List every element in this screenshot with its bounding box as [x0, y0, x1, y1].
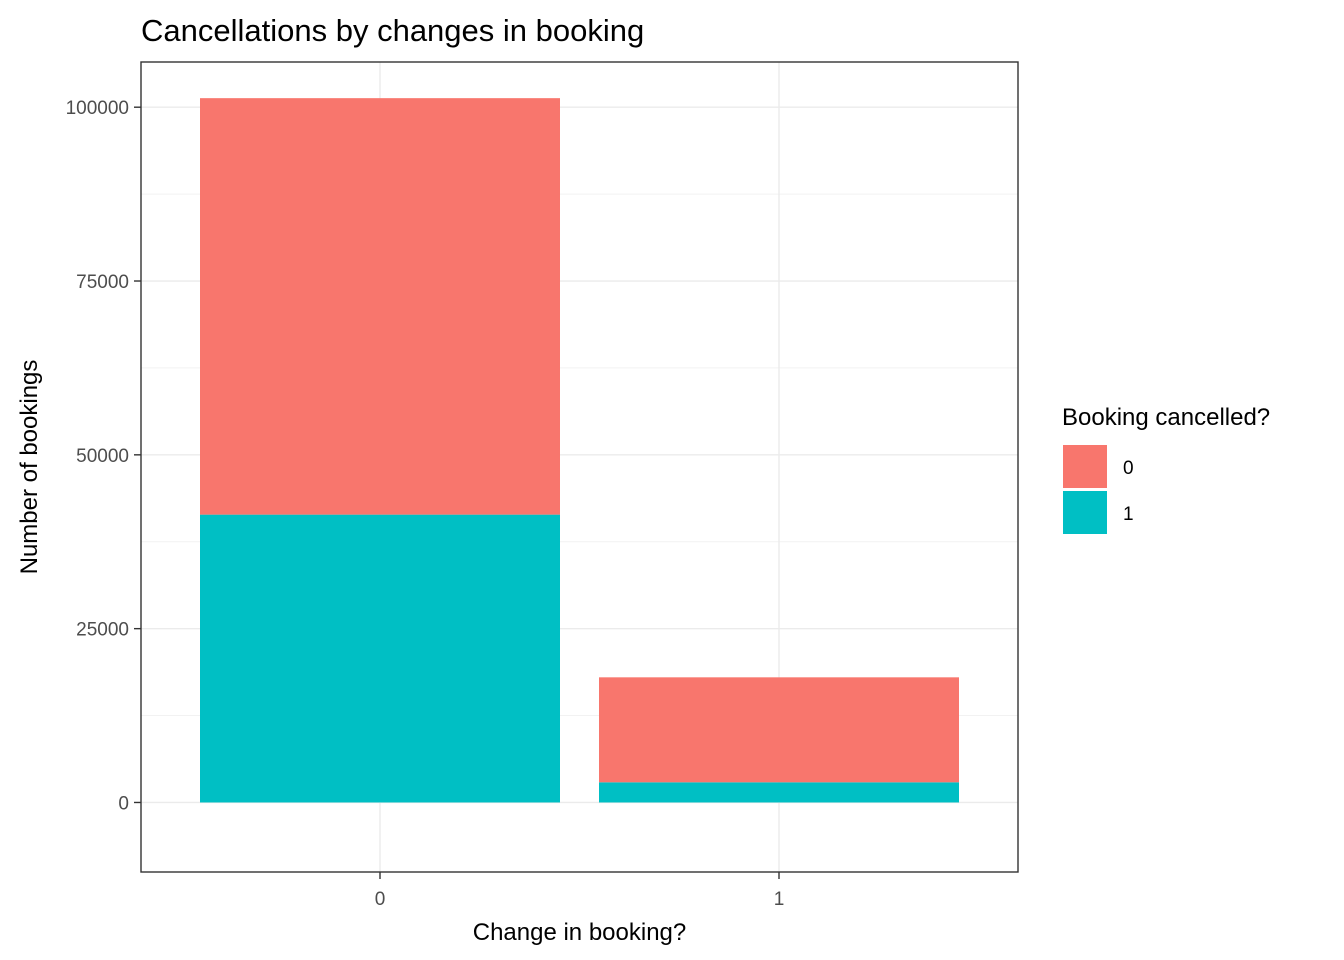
- y-axis: 0 25000 50000 75000 100000: [66, 98, 141, 814]
- legend-label-1: 1: [1123, 504, 1134, 525]
- legend-key-gap: [1063, 488, 1107, 491]
- panel-border: [140, 61, 1019, 873]
- plot-panel: [140, 61, 1019, 873]
- x-axis-title: Change in booking?: [473, 919, 687, 946]
- y-axis-title: Number of bookings: [16, 360, 43, 575]
- y-tick-label: 0: [118, 793, 129, 814]
- y-tick-label: 100000: [66, 98, 129, 119]
- legend-swatch-1: [1063, 491, 1107, 534]
- legend-title: Booking cancelled?: [1062, 404, 1270, 431]
- legend-label-0: 0: [1123, 458, 1134, 479]
- bar-cat-1-cancelled-1: [599, 782, 959, 803]
- x-tick-label: 1: [774, 889, 785, 910]
- y-tick-label: 75000: [76, 272, 129, 293]
- legend-swatch-0: [1063, 445, 1107, 488]
- legend-keys: 01: [1063, 445, 1134, 537]
- y-tick-label: 25000: [76, 620, 129, 641]
- bar-cat-0-cancelled-0: [200, 98, 560, 515]
- y-tick-label: 50000: [76, 446, 129, 467]
- legend: Booking cancelled? 01: [1062, 404, 1270, 537]
- bar-cat-0-cancelled-1: [200, 514, 560, 803]
- chart-title: Cancellations by changes in booking: [141, 13, 644, 48]
- legend-key-gap: [1063, 534, 1107, 537]
- bar-cat-1-cancelled-0: [599, 677, 959, 783]
- bars: [200, 98, 959, 803]
- x-tick-label: 0: [375, 889, 386, 910]
